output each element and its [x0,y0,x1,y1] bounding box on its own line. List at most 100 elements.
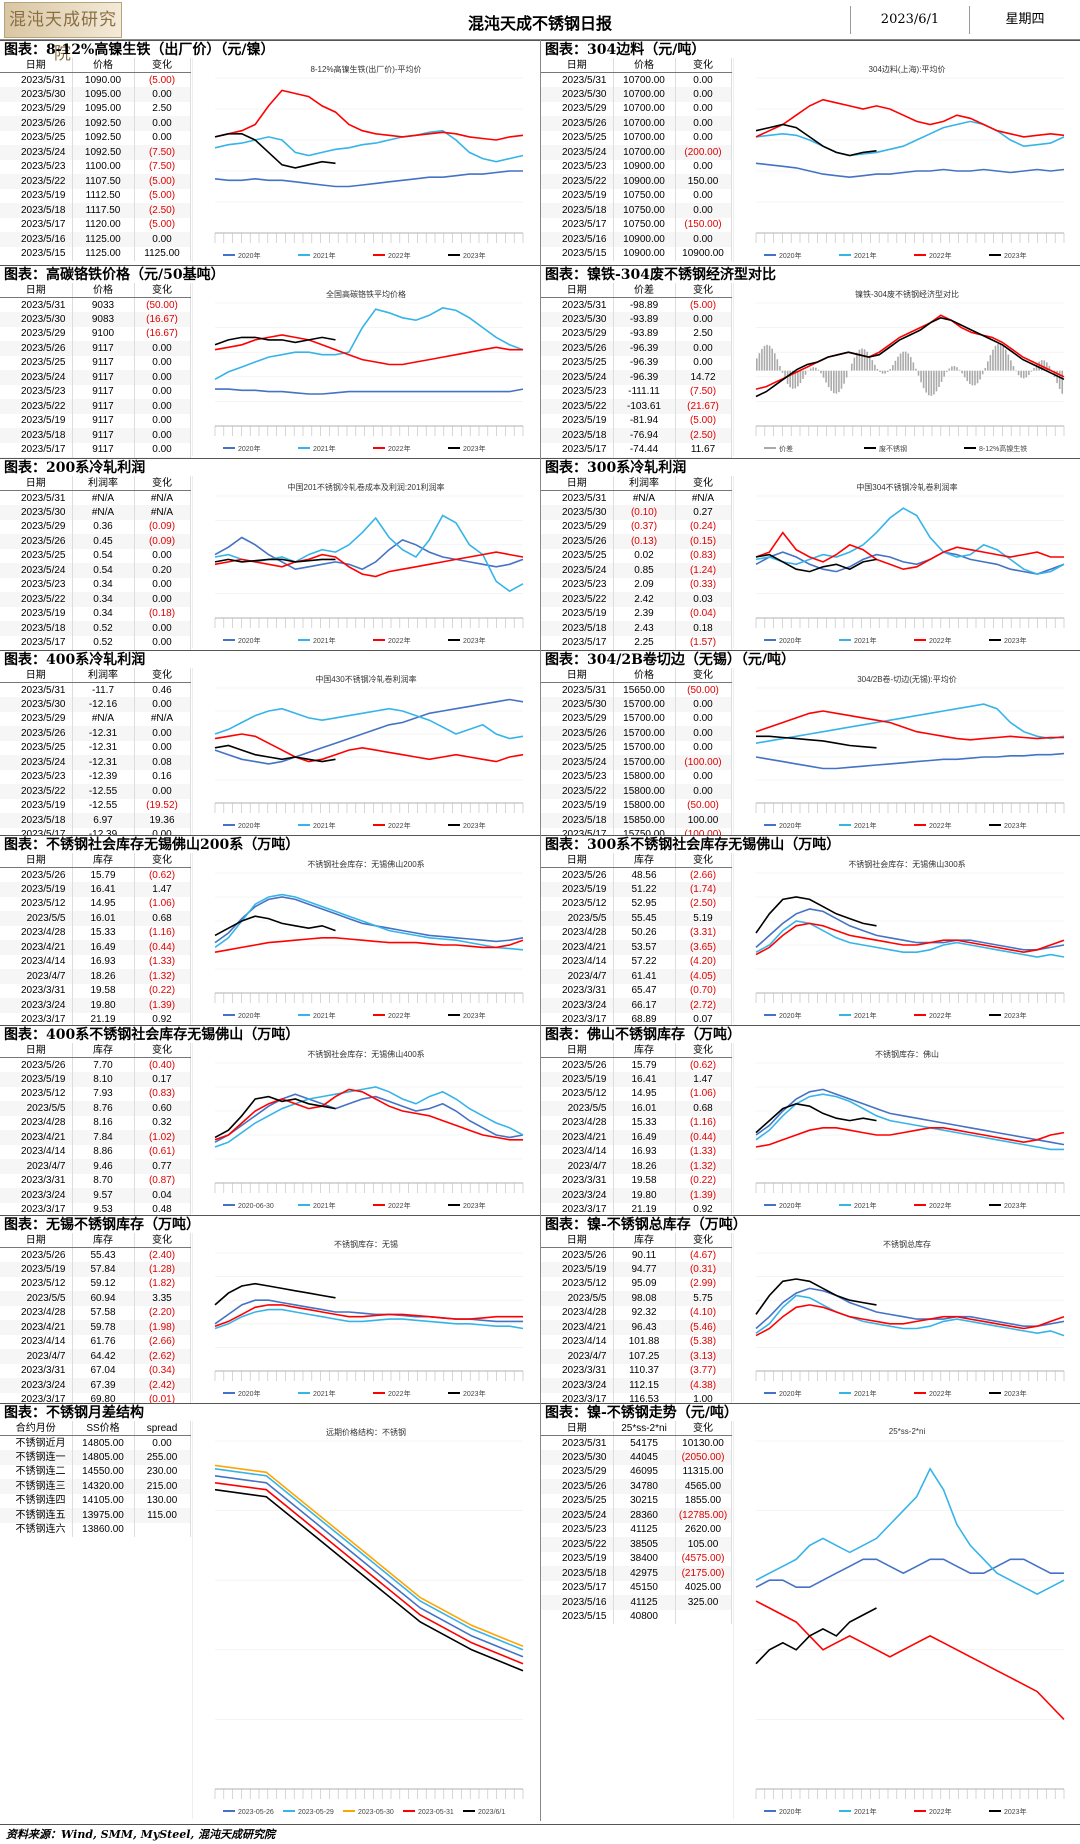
spread-bar [820,370,822,374]
table-row: 2023/5/25 0.54 0.00 [0,548,191,563]
series-line [755,316,1065,398]
table-row: 2023/5/31 #N/A #N/A [0,490,191,505]
table-cell: 0.20 [134,563,191,578]
legend-label: 2022年 [929,1389,952,1398]
table-cell: 1095.00 [72,87,135,102]
table-cell: 2023/5/26 [541,534,614,549]
table-cell: 2023/5/17 [541,1580,614,1595]
line-chart: 2023-05-26 2023-05-29 2023-05-30 2023-05-31… [214,1440,524,1816]
table-cell: 0.00 [134,697,191,712]
chart-panel: 图表：8-12%高镍生铁（出厂价）（元/镍） 日期 价格 变化 2023/5/31 109… [0,40,540,265]
table-cell: 0.77 [134,1159,191,1174]
table-cell: (21.67) [675,399,732,414]
table-cell: 15800.00 [613,784,676,799]
spread-bar [845,370,848,378]
report-weekday: 星期四 [1005,12,1045,27]
spread-bar [784,370,786,379]
table-row: 2023/4/14 61.76 (2.66) [0,1334,191,1349]
spread-bar [797,370,799,387]
table-row: 2023/5/23 -12.39 0.16 [0,769,191,784]
spread-bar [881,370,884,374]
table-row: 2023/3/31 19.58 (0.22) [541,1173,732,1188]
table-cell: 116.53 [613,1392,676,1403]
series-line [755,908,1065,951]
table-cell: 2023/5/18 [541,621,614,636]
data-table: 日期 价格 变化 2023/5/31 15650.00 (50.00) 2023/5/30 1… [541,668,732,835]
table-cell: (0.44) [134,940,191,955]
table-row: 2023/5/18 2.43 0.18 [541,621,732,636]
table-cell: 34780 [613,1479,676,1494]
spread-bar [835,370,838,394]
series-line [755,1600,1065,1720]
table-cell: 0.00 [134,784,191,799]
table-cell: 18.26 [72,969,135,984]
series-line [214,1093,524,1143]
panel-title: 图表：300系不锈钢社会库存无锡佛山（万吨） [541,835,1080,853]
table-cell: 2.43 [613,621,676,636]
table-cell: (5.38) [675,1334,732,1349]
table-cell: 2023/5/26 [0,1247,73,1262]
table-cell: 0.00 [675,101,732,116]
table-cell: 10750.00 [613,217,676,232]
table-cell: -81.94 [613,413,676,428]
spread-bar [933,370,935,395]
legend-label: 2023年 [1004,1389,1027,1398]
table-cell: 2023/5/5 [0,1101,73,1116]
table-cell: 15.79 [72,867,135,882]
table-cell: -86.11 [613,457,676,458]
table-cell: (1.16) [134,925,191,940]
table-cell: 2023/5/19 [541,188,614,203]
spread-bar [920,370,922,383]
table-row: 2023/5/17 15750.00 (100.00) [541,827,732,835]
table-row: 2023/5/24 -12.31 0.08 [0,755,191,770]
table-cell: (1.39) [134,998,191,1013]
legend-label: 2021年 [313,821,336,830]
table-row: 2023/5/16 41125 325.00 [541,1595,732,1610]
table-cell: 2023/5/26 [541,867,614,882]
table-header: 变化 [675,283,732,298]
table-cell: 5.19 [675,911,732,926]
table-cell: 67.39 [72,1378,135,1393]
table-cell [675,1609,732,1624]
spread-bar [866,351,868,371]
table-cell: 2023/5/23 [541,159,614,174]
table-cell: 0.00 [134,577,191,592]
table-row: 2023/5/29 9100 (16.67) [0,326,191,341]
table-cell: 2023/5/23 [541,384,614,399]
table-cell: 11.67 [675,442,732,457]
chart-area: 304/2B卷-切边(无锡):平均价 2020年 2021年 2022年 2023年 [733,668,1079,833]
legend-label: 2023年 [1004,636,1027,645]
table-cell: -96.39 [613,355,676,370]
chart-area: 镍铁-304废不锈钢经济型对比 价差 废不锈钢 8-12%高镍生铁 [733,283,1079,456]
table-cell: 2023/5/18 [0,621,73,636]
table-cell: 2023/5/30 [541,87,614,102]
spread-bar [799,370,802,384]
table-cell: 105.00 [675,1537,732,1552]
series-line [214,1488,524,1672]
spread-bar [815,367,817,371]
table-cell: 0.00 [675,116,732,131]
table-row: 2023/5/5 55.45 5.19 [541,911,732,926]
table-row: 2023/5/12 14.95 (1.06) [541,1086,732,1101]
table-header: 日期 [0,1043,73,1058]
table-cell: (0.13) [613,534,676,549]
panel-title: 图表：304/2B卷切边（无锡）（元/吨） [541,650,1080,668]
table-cell: 2023/5/23 [0,577,73,592]
spread-bar [945,370,948,373]
table-header: 变化 [675,476,732,491]
table-cell: 7.93 [72,1086,135,1101]
table-cell: (1.16) [675,1115,732,1130]
spread-bar [1048,365,1051,371]
table-row: 2023/5/22 1107.50 (5.00) [0,174,191,189]
table-cell: 2023/5/22 [541,784,614,799]
table-cell: 2023/5/12 [541,896,614,911]
table-cell: 9117 [72,341,135,356]
chart-panel: 图表：304边料（元/吨） 日期 价格 变化 2023/5/31 10700.00 0.00… [540,40,1080,265]
table-row: 2023/5/24 0.85 (1.24) [541,563,732,578]
table-cell: (0.10) [613,505,676,520]
data-table: 日期 库存 变化 2023/5/26 48.56 (2.66) 2023/5/19 51.22… [541,853,732,1025]
table-cell: (5.46) [675,1320,732,1335]
table-cell: 0.17 [134,1072,191,1087]
table-header: 日期 [541,476,614,491]
table-cell: 0.08 [134,755,191,770]
